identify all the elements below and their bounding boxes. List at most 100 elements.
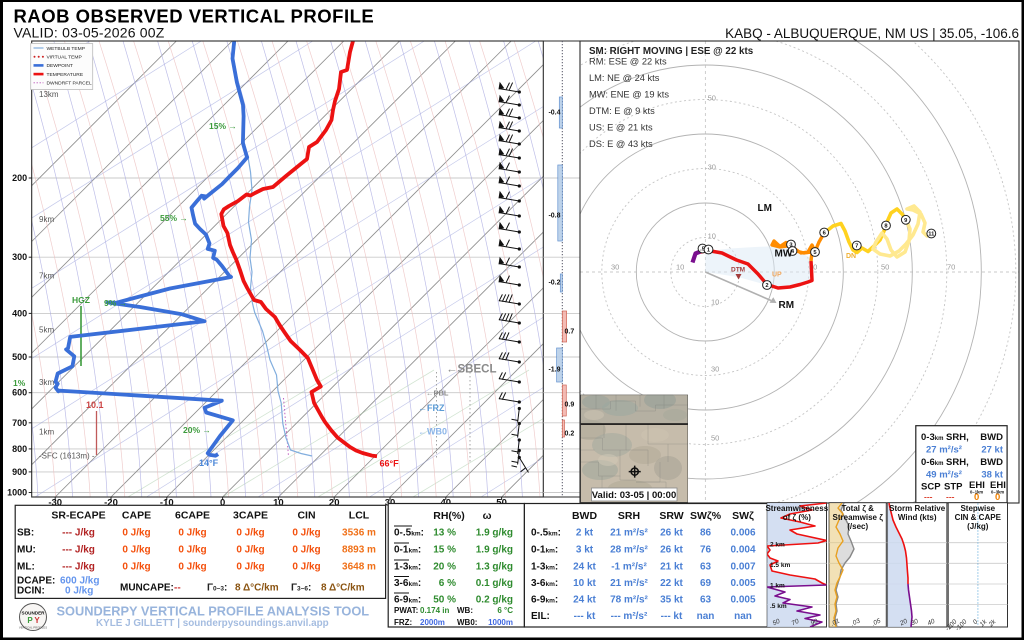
svg-text:6 °C: 6 °C <box>497 606 513 615</box>
svg-text:0 J/kg: 0 J/kg <box>122 545 150 556</box>
svg-text:WB:: WB: <box>457 606 473 615</box>
svg-text:20: 20 <box>329 498 340 509</box>
svg-text:TEMPERATURE: TEMPERATURE <box>47 72 84 78</box>
svg-text:1.5 km: 1.5 km <box>770 562 790 569</box>
svg-text:400: 400 <box>12 308 27 318</box>
svg-text:35 kt: 35 kt <box>660 595 683 606</box>
svg-text:.01: .01 <box>830 617 841 627</box>
svg-text:nan: nan <box>697 611 715 622</box>
svg-text:FRZ:: FRZ: <box>394 618 412 627</box>
svg-text:15 %: 15 % <box>433 545 456 556</box>
svg-text:Γ3−6:: Γ3−6: <box>291 583 311 594</box>
svg-text:UP: UP <box>772 272 782 279</box>
svg-text:600 J/kg: 600 J/kg <box>60 576 99 587</box>
svg-text:1.9 g/kg: 1.9 g/kg <box>476 528 513 539</box>
svg-text:2000m: 2000m <box>420 618 445 627</box>
svg-text:Y: Y <box>34 616 40 625</box>
svg-text:Storm Relative: Storm Relative <box>889 504 946 513</box>
svg-text:500: 500 <box>12 352 27 362</box>
svg-text:←SBECL: ←SBECL <box>446 364 496 376</box>
svg-text:CIN & CAPE: CIN & CAPE <box>955 513 1002 522</box>
svg-text:0 J/kg: 0 J/kg <box>292 528 320 539</box>
svg-text:20: 20 <box>898 618 909 628</box>
svg-text:2: 2 <box>765 283 768 289</box>
svg-text:11: 11 <box>928 232 935 238</box>
svg-text:78 m²/s²: 78 m²/s² <box>610 595 648 606</box>
svg-text:SOUNDERPY VERTICAL PROFILE ANA: SOUNDERPY VERTICAL PROFILE ANALYSIS TOOL <box>57 604 370 619</box>
svg-text:CAPE: CAPE <box>122 510 151 522</box>
svg-text:←FRZ: ←FRZ <box>418 403 445 413</box>
svg-text:Wind (kts): Wind (kts) <box>898 513 937 522</box>
svg-text:24 kt: 24 kt <box>573 562 596 573</box>
svg-text:30: 30 <box>611 263 619 272</box>
svg-text:SR-ECAPE: SR-ECAPE <box>51 510 105 522</box>
svg-text:5: 5 <box>813 250 817 256</box>
svg-text:0-.5km:: 0-.5km: <box>394 528 424 539</box>
svg-text:Streamwise ζ: Streamwise ζ <box>833 513 884 522</box>
svg-text:DWNDRFT PARCEL: DWNDRFT PARCEL <box>47 81 92 87</box>
svg-text:LM: LM <box>758 203 772 214</box>
svg-text:20 %: 20 % <box>433 562 456 573</box>
svg-text:14°F: 14°F <box>199 458 219 468</box>
svg-text:←WB0: ←WB0 <box>418 427 447 437</box>
svg-text:---: --- <box>924 492 933 502</box>
svg-text:200: 200 <box>12 173 27 183</box>
svg-text:6-9km:: 6-9km: <box>394 595 421 606</box>
svg-text:Stepwise: Stepwise <box>960 504 995 513</box>
svg-text:70: 70 <box>947 263 955 272</box>
svg-text:--- kt: --- kt <box>661 611 683 622</box>
svg-text:0: 0 <box>220 498 225 509</box>
svg-text:3-6km:: 3-6km: <box>531 578 558 589</box>
svg-text:0−1km: 0−1km <box>970 490 983 495</box>
svg-text:KYLE J GILLETT | sounderpysoun: KYLE J GILLETT | sounderpysoundings.anvi… <box>96 618 329 629</box>
svg-text:0: 0 <box>995 492 1000 503</box>
svg-text:600: 600 <box>12 388 27 398</box>
svg-text:21 kt: 21 kt <box>660 562 683 573</box>
svg-text:RAOB OBSERVED VERTICAL PROFILE: RAOB OBSERVED VERTICAL PROFILE <box>14 6 375 27</box>
svg-text:EHI: EHI <box>969 480 985 491</box>
svg-text:900: 900 <box>12 467 27 477</box>
svg-text:63: 63 <box>700 595 712 606</box>
svg-text:--: -- <box>174 583 181 594</box>
svg-text:10: 10 <box>711 298 719 307</box>
svg-text:0 J/kg: 0 J/kg <box>65 586 93 597</box>
svg-text:10: 10 <box>273 498 284 509</box>
svg-text:0.1 g/kg: 0.1 g/kg <box>476 578 513 589</box>
svg-text:0 J/kg: 0 J/kg <box>236 545 264 556</box>
svg-text:.03: .03 <box>850 617 861 627</box>
svg-text:49 m²/s²: 49 m²/s² <box>926 470 962 481</box>
svg-text:0 J/kg: 0 J/kg <box>236 562 264 573</box>
svg-text:300: 300 <box>12 252 27 262</box>
svg-text:1: 1 <box>707 248 711 254</box>
svg-text:←PBL: ←PBL <box>426 389 449 398</box>
svg-text:-SFC (1613m) -: -SFC (1613m) - <box>39 452 95 461</box>
svg-text:3CAPE: 3CAPE <box>233 510 268 522</box>
svg-text:EIL:: EIL: <box>531 611 550 622</box>
svg-text:76: 76 <box>700 545 712 556</box>
svg-text:90: 90 <box>810 618 820 628</box>
svg-text:ω: ω <box>483 510 492 522</box>
svg-text:0-1km:: 0-1km: <box>394 545 421 556</box>
svg-text:55% →: 55% → <box>160 213 188 223</box>
svg-text:1k: 1k <box>979 618 989 628</box>
svg-text:0.005: 0.005 <box>730 595 755 606</box>
svg-text:-20: -20 <box>104 498 118 509</box>
svg-text:Valid: 03-05 | 00:00: Valid: 03-05 | 00:00 <box>592 490 677 501</box>
svg-text:15% →: 15% → <box>209 121 237 131</box>
svg-text:DCIN:: DCIN: <box>17 586 45 597</box>
svg-text:SRW: SRW <box>659 510 683 522</box>
svg-text:3-6km:: 3-6km: <box>394 578 421 589</box>
svg-text:VIRTUAL TEMP: VIRTUAL TEMP <box>47 55 82 61</box>
svg-text:9km: 9km <box>39 215 54 224</box>
svg-text:0 J/kg: 0 J/kg <box>292 562 320 573</box>
svg-text:66°F: 66°F <box>380 458 400 468</box>
svg-text:7: 7 <box>855 244 858 250</box>
svg-text:1.9 g/kg: 1.9 g/kg <box>476 545 513 556</box>
svg-text:DCAPE:: DCAPE: <box>17 576 55 587</box>
svg-text:1000m: 1000m <box>488 618 513 627</box>
svg-text:SM: RIGHT MOVING | ESE @ 22 kt: SM: RIGHT MOVING | ESE @ 22 kts <box>589 46 754 57</box>
svg-text:.5: .5 <box>700 247 706 253</box>
svg-text:0-3km SRH,: 0-3km SRH, <box>921 432 969 443</box>
svg-text:70: 70 <box>791 618 801 628</box>
svg-text:P: P <box>27 616 33 625</box>
